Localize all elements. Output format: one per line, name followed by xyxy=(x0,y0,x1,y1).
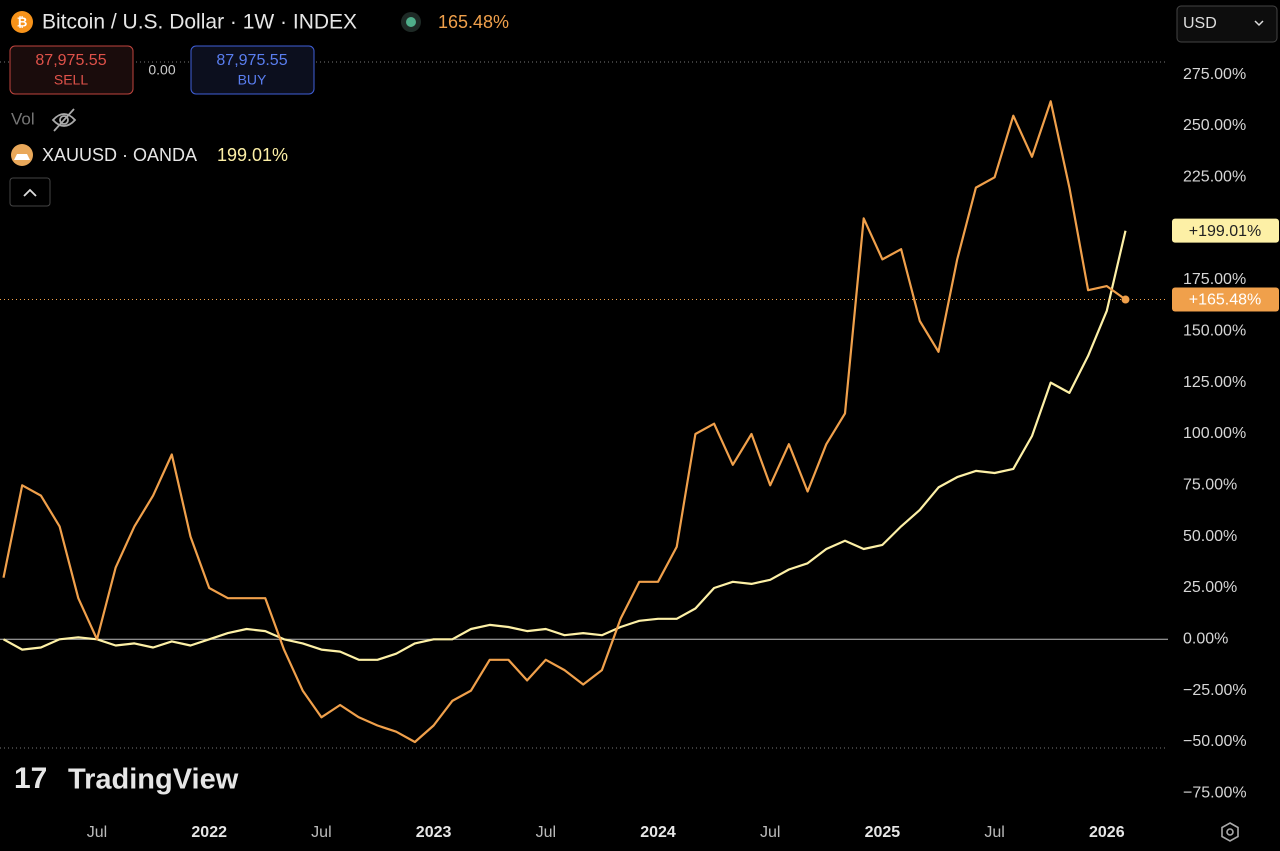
status-dot xyxy=(406,17,416,27)
currency-button[interactable] xyxy=(1176,5,1278,43)
btc-icon xyxy=(11,11,33,33)
plot xyxy=(0,100,1168,744)
logo: TradingView xyxy=(68,764,239,796)
series-line xyxy=(2,100,1127,744)
x-tick-label: Jul xyxy=(311,824,331,841)
x-tick-label: Jul xyxy=(536,824,556,841)
y-tick-label: 150.00% xyxy=(1183,323,1246,340)
price-tag xyxy=(1172,218,1279,243)
volume-label: Vol xyxy=(11,109,35,128)
hide-icon[interactable] xyxy=(51,108,77,132)
y-tick-label: 0.00% xyxy=(1183,631,1228,648)
sell-label: SELL xyxy=(54,72,88,88)
y-tick-label: −25.00% xyxy=(1183,682,1247,699)
buy-price: 87,975.55 xyxy=(216,52,287,69)
y-tick-label: 25.00% xyxy=(1183,579,1237,596)
x-tick-label: Jul xyxy=(984,824,1004,841)
settings-icon[interactable] xyxy=(1221,822,1239,842)
buy-label: BUY xyxy=(238,72,267,88)
last-point xyxy=(1121,295,1130,304)
y-tick-label: −50.00% xyxy=(1183,733,1247,750)
x-tick-label: 2024 xyxy=(640,824,676,841)
y-tick-label: 175.00% xyxy=(1183,271,1246,288)
x-tick-label: Jul xyxy=(87,824,107,841)
x-tick-label: 2026 xyxy=(1089,824,1125,841)
btc-icon-glyph: ₿ xyxy=(17,14,28,29)
y-tick-label: 250.00% xyxy=(1183,117,1246,134)
collapse-button[interactable] xyxy=(9,177,51,207)
x-tick-label: 2023 xyxy=(416,824,452,841)
y-tick-label: 100.00% xyxy=(1183,425,1246,442)
y-tick-label: 275.00% xyxy=(1183,66,1246,83)
change: 165.48% xyxy=(438,12,509,32)
currency: USD xyxy=(1183,15,1217,32)
compare-name: XAUUSD · OANDA xyxy=(42,145,197,165)
price-tag-label: +165.48% xyxy=(1189,292,1262,309)
price-tag-label: +199.01% xyxy=(1189,223,1262,240)
x-tick-label: 2025 xyxy=(865,824,901,841)
y-tick-label: 125.00% xyxy=(1183,374,1246,391)
series-line xyxy=(2,230,1127,661)
currency-caret xyxy=(1254,20,1264,27)
spread: 0.00 xyxy=(148,62,175,78)
y-tick-label: 75.00% xyxy=(1183,477,1237,494)
logo-mark: 17 xyxy=(14,762,47,795)
x-tick-label: Jul xyxy=(760,824,780,841)
y-tick-label: −75.00% xyxy=(1183,785,1247,802)
sell-price: 87,975.55 xyxy=(35,52,106,69)
compare-change: 199.01% xyxy=(217,145,288,165)
gold-icon-glyph xyxy=(14,154,30,160)
collapse-icon xyxy=(23,188,37,197)
y-tick-label: 225.00% xyxy=(1183,169,1246,186)
price-tag xyxy=(1172,287,1279,312)
y-tick-label: 50.00% xyxy=(1183,528,1237,545)
buy-button[interactable] xyxy=(190,45,315,95)
x-tick-label: 2022 xyxy=(191,824,227,841)
sell-button[interactable] xyxy=(9,45,134,95)
chart-title: Bitcoin / U.S. Dollar · 1W · INDEX xyxy=(42,11,357,34)
